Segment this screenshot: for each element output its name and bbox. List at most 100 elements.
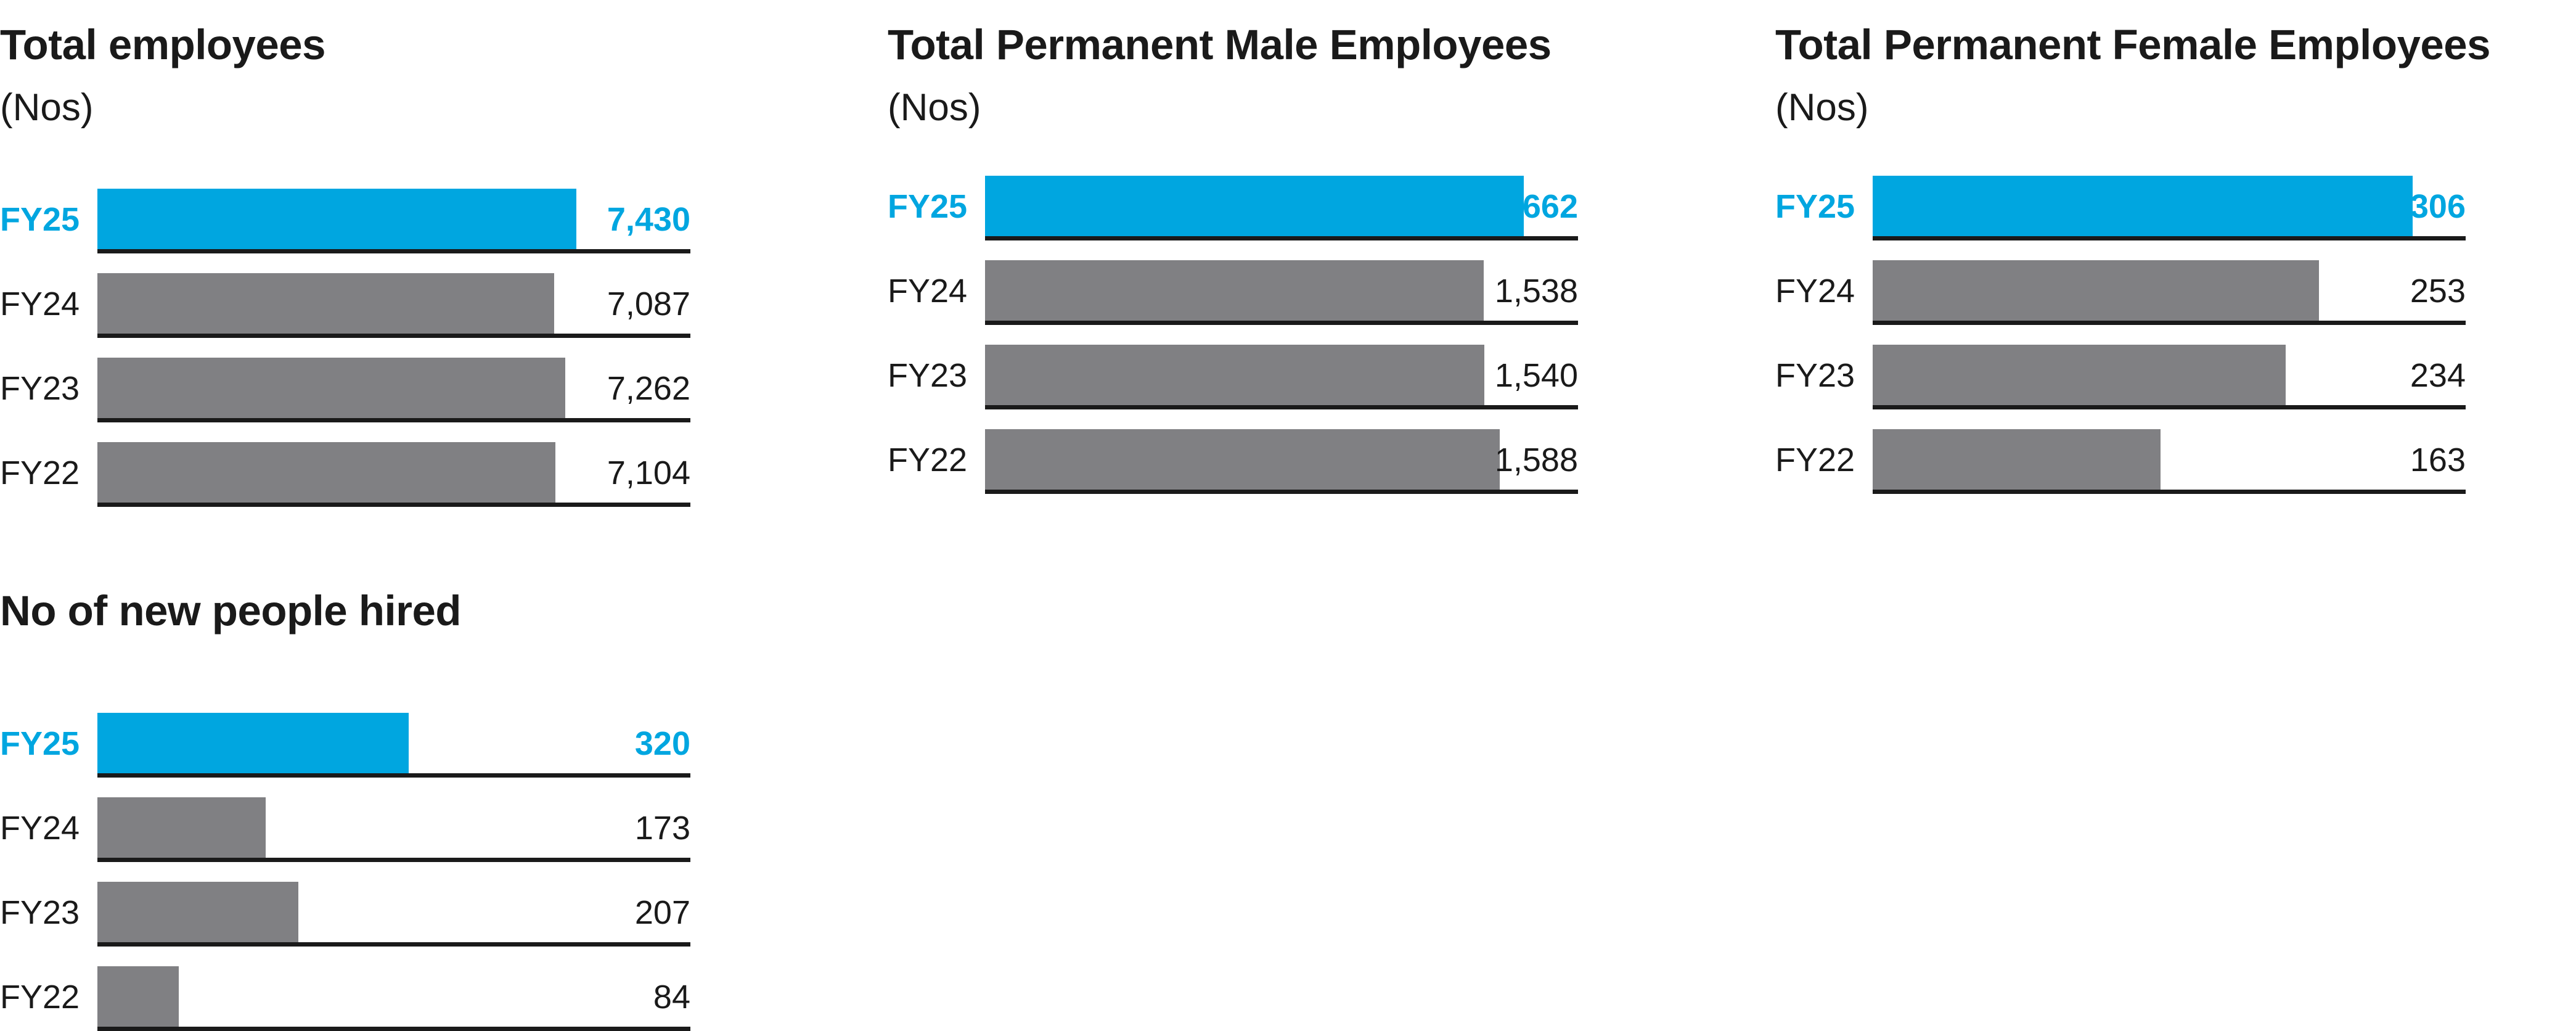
bar-track: 173 (97, 797, 690, 862)
bar-track: 306 (1873, 176, 2466, 240)
value-label: 207 (634, 894, 690, 931)
axis-line (97, 1027, 690, 1031)
bar-track: 7,104 (97, 442, 690, 507)
value-label: 7,262 (607, 370, 690, 407)
category-label: FY22 (0, 454, 80, 491)
bar-track: 1,538 (985, 260, 1578, 325)
bar-track: 84 (97, 966, 690, 1031)
value-label: 1,588 (1494, 442, 1578, 479)
category-label: FY25 (0, 201, 80, 238)
axis-line (97, 942, 690, 947)
bar-row: FY24 7,087 (0, 273, 690, 338)
value-label: 173 (634, 810, 690, 847)
category-label: FY24 (0, 285, 80, 322)
bar-track: 1,588 (985, 429, 1578, 494)
bar-row: FY25 320 (0, 713, 690, 778)
axis-line (1873, 321, 2466, 325)
category-label: FY22 (0, 979, 80, 1016)
bar-row: FY25 1,662 (888, 176, 1578, 240)
bar-track: 7,262 (97, 358, 690, 422)
value-label: 234 (2410, 357, 2466, 394)
value-label: 7,087 (607, 285, 690, 322)
bar-row: FY25 7,430 (0, 189, 690, 253)
value-label: 84 (653, 979, 690, 1016)
chart-unit: (Nos) (0, 86, 94, 129)
bar (1873, 176, 2413, 237)
bar-track: 253 (1873, 260, 2466, 325)
bar-row: FY23 1,540 (888, 345, 1578, 409)
bar-row: FY23 207 (0, 882, 690, 947)
bar-row: FY22 1,588 (888, 429, 1578, 494)
value-label: 1,538 (1494, 273, 1578, 310)
value-label: 253 (2410, 273, 2466, 310)
bar (1873, 345, 2286, 406)
bar-track: 320 (97, 713, 690, 778)
value-label: 306 (2410, 188, 2466, 225)
bar (97, 358, 565, 419)
bar (985, 260, 1484, 322)
category-label: FY22 (888, 442, 968, 479)
bar-row: FY23 7,262 (0, 358, 690, 422)
bar-row: FY24 173 (0, 797, 690, 862)
axis-line (985, 405, 1578, 409)
category-label: FY23 (0, 894, 80, 931)
bar (97, 713, 409, 774)
bar-row: FY22 163 (1775, 429, 2466, 494)
bar (1873, 429, 2161, 491)
bar (97, 797, 266, 859)
value-label: 7,104 (607, 454, 690, 491)
category-label: FY25 (1775, 188, 1855, 225)
bar-row: FY25 306 (1775, 176, 2466, 240)
category-label: FY22 (1775, 442, 1855, 479)
value-label: 1,662 (1494, 188, 1578, 225)
axis-line (1873, 405, 2466, 409)
bar (985, 429, 1500, 491)
bar (97, 442, 555, 504)
axis-line (985, 321, 1578, 325)
bar-row: FY24 253 (1775, 260, 2466, 325)
chart-unit: (Nos) (1775, 86, 1869, 129)
value-label: 163 (2410, 442, 2466, 479)
axis-line (985, 490, 1578, 494)
bar (97, 189, 576, 250)
category-label: FY25 (0, 725, 80, 762)
value-label: 320 (634, 725, 690, 762)
bar-track: 207 (97, 882, 690, 947)
category-label: FY25 (888, 188, 968, 225)
chart-title: Total employees (0, 21, 326, 68)
category-label: FY24 (0, 810, 80, 847)
axis-line (97, 334, 690, 338)
category-label: FY23 (888, 357, 968, 394)
bar-row: FY22 7,104 (0, 442, 690, 507)
axis-line (97, 503, 690, 507)
chart-title: Total Permanent Female Employees (1775, 21, 2490, 68)
axis-line (97, 773, 690, 778)
bar-row: FY22 84 (0, 966, 690, 1031)
axis-line (1873, 236, 2466, 240)
category-label: FY23 (0, 370, 80, 407)
axis-line (97, 858, 690, 862)
bar (97, 882, 298, 943)
bar-track: 234 (1873, 345, 2466, 409)
bar-track: 7,087 (97, 273, 690, 338)
bar-track: 163 (1873, 429, 2466, 494)
chart-title: No of new people hired (0, 587, 462, 635)
bar (97, 273, 554, 335)
bar (1873, 260, 2319, 322)
bar-track: 1,540 (985, 345, 1578, 409)
bar (97, 966, 179, 1028)
axis-line (1873, 490, 2466, 494)
bar-row: FY23 234 (1775, 345, 2466, 409)
bar (985, 176, 1524, 237)
category-label: FY24 (888, 273, 968, 310)
bar (985, 345, 1484, 406)
bar-track: 1,662 (985, 176, 1578, 240)
bar-row: FY24 1,538 (888, 260, 1578, 325)
category-label: FY23 (1775, 357, 1855, 394)
axis-line (985, 236, 1578, 240)
axis-line (97, 418, 690, 422)
axis-line (97, 249, 690, 253)
category-label: FY24 (1775, 273, 1855, 310)
bar-track: 7,430 (97, 189, 690, 253)
value-label: 7,430 (607, 201, 690, 238)
